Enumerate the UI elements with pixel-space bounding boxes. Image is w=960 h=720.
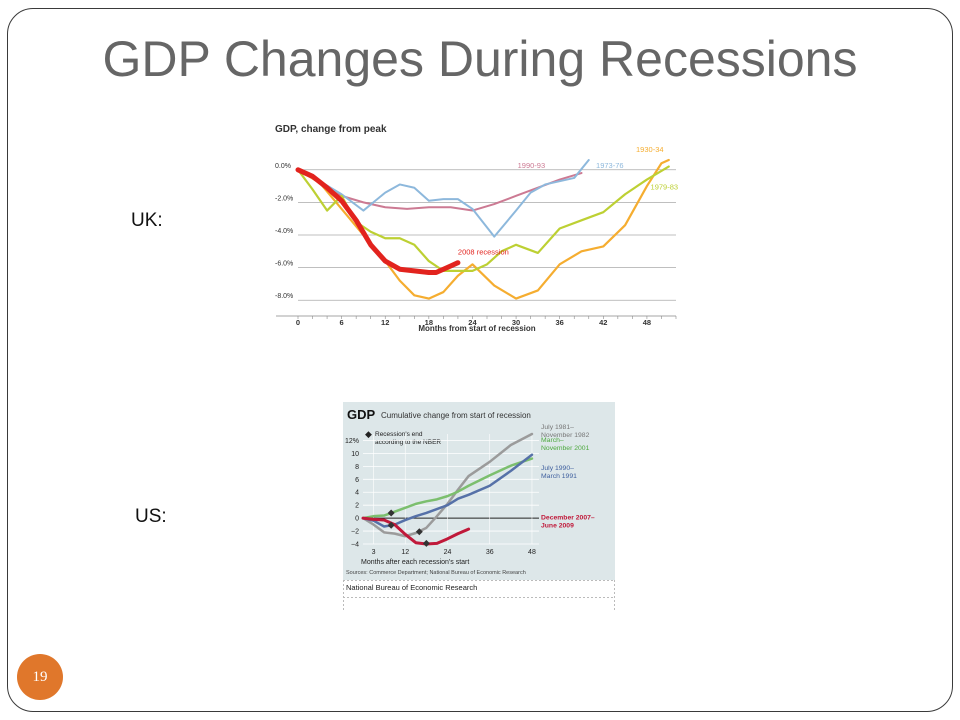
us-y-tick-label: −4 <box>351 542 359 549</box>
us-x-tick-label: 36 <box>486 549 494 556</box>
uk-series-label: 1930-34 <box>636 145 664 154</box>
uk-x-tick-label: 6 <box>340 318 344 327</box>
slide-number-badge: 19 <box>17 654 63 700</box>
uk-series-line <box>297 159 590 238</box>
us-series-line <box>361 453 534 528</box>
us-series-line <box>361 516 471 546</box>
us-label: US: <box>135 506 167 527</box>
slide-title: GDP Changes During Recessions <box>102 31 858 87</box>
uk-chart-svg: GDP, change from peak 0.0% -2.0% -4.0% -6.0… <box>272 118 682 338</box>
us-chart-caption: National Bureau of Economic Research <box>346 583 477 592</box>
us-y-tick-label: 8 <box>355 464 359 471</box>
uk-x-axis-label: Months from start of recession <box>418 324 535 333</box>
uk-series-label: 1973-76 <box>596 161 624 170</box>
nber-recession-end-marker <box>422 539 430 547</box>
nber-recession-end-marker <box>387 521 395 529</box>
us-y-tick-label: 0 <box>355 516 359 523</box>
uk-x-tick-label: 42 <box>599 318 607 327</box>
us-series-label: July 1990– <box>541 465 574 472</box>
uk-x-tick-label: 12 <box>381 318 389 327</box>
us-chart-svg: GDP Cumulative change from start of rece… <box>343 402 615 612</box>
us-x-tick-label: 48 <box>528 549 536 556</box>
uk-x-tick-label: 36 <box>556 318 564 327</box>
us-y-tick-label: 6 <box>355 477 359 484</box>
us-series-label-line2: March 1991 <box>541 473 577 480</box>
uk-label: UK: <box>131 210 163 231</box>
us-y-tick-label: −2 <box>351 529 359 536</box>
uk-chart-title: GDP, change from peak <box>275 124 387 135</box>
uk-series-line <box>295 167 461 275</box>
us-y-tick-label: 12% <box>345 438 359 445</box>
us-y-tick-label: 4 <box>355 490 359 497</box>
nber-legend-text-2: according to the NBER <box>375 439 441 446</box>
us-series-line <box>361 457 534 520</box>
uk-y-tick-label: 0.0% <box>275 163 291 170</box>
us-x-axis-label: Months after each recession's start <box>361 559 469 566</box>
us-x-tick-label: 3 <box>372 549 376 556</box>
us-y-tick-label: 2 <box>355 503 359 510</box>
us-series-label: July 1981– <box>541 424 574 431</box>
us-x-tick-label: 12 <box>401 549 409 556</box>
uk-x-tick-label: 30 <box>512 318 520 327</box>
us-gdp-chart: GDP Cumulative change from start of rece… <box>343 402 615 612</box>
uk-x-tick-label: 48 <box>643 318 651 327</box>
uk-y-tick-label: -8.0% <box>275 293 293 300</box>
us-series-label: March– <box>541 437 564 444</box>
us-x-tick-label: 24 <box>444 549 452 556</box>
us-chart-source: Sources: Commerce Department; National B… <box>346 570 526 576</box>
nber-recession-end-marker <box>387 509 395 517</box>
uk-y-tick-label: -6.0% <box>275 261 293 268</box>
uk-series-label: 1990-93 <box>518 161 546 170</box>
us-series-label-line2: November 2001 <box>541 445 590 452</box>
us-chart-title: GDP <box>347 407 376 422</box>
us-series-label: December 2007– <box>541 514 595 521</box>
nber-legend-text: Recession's end <box>375 431 423 438</box>
uk-x-tick-label: 0 <box>296 318 300 327</box>
uk-series-label: 1979-83 <box>651 182 679 191</box>
us-chart-subtitle: Cumulative change from start of recessio… <box>381 411 531 420</box>
uk-series-label: 2008 recession <box>458 248 509 257</box>
nber-recession-end-marker <box>415 528 423 536</box>
uk-y-tick-label: -2.0% <box>275 195 293 202</box>
us-series-label-line2: November 1982 <box>541 432 590 439</box>
uk-x-tick-label: 18 <box>425 318 433 327</box>
nber-marker-legend-icon: ◆ <box>365 429 372 439</box>
uk-x-tick-label: 24 <box>468 318 477 327</box>
uk-y-tick-label: -4.0% <box>275 228 293 235</box>
us-y-tick-label: 10 <box>351 451 359 458</box>
us-series-label-line2: June 2009 <box>541 522 574 529</box>
us-series-line <box>361 432 534 538</box>
uk-gdp-chart: GDP, change from peak 0.0% -2.0% -4.0% -6.0… <box>272 118 682 338</box>
